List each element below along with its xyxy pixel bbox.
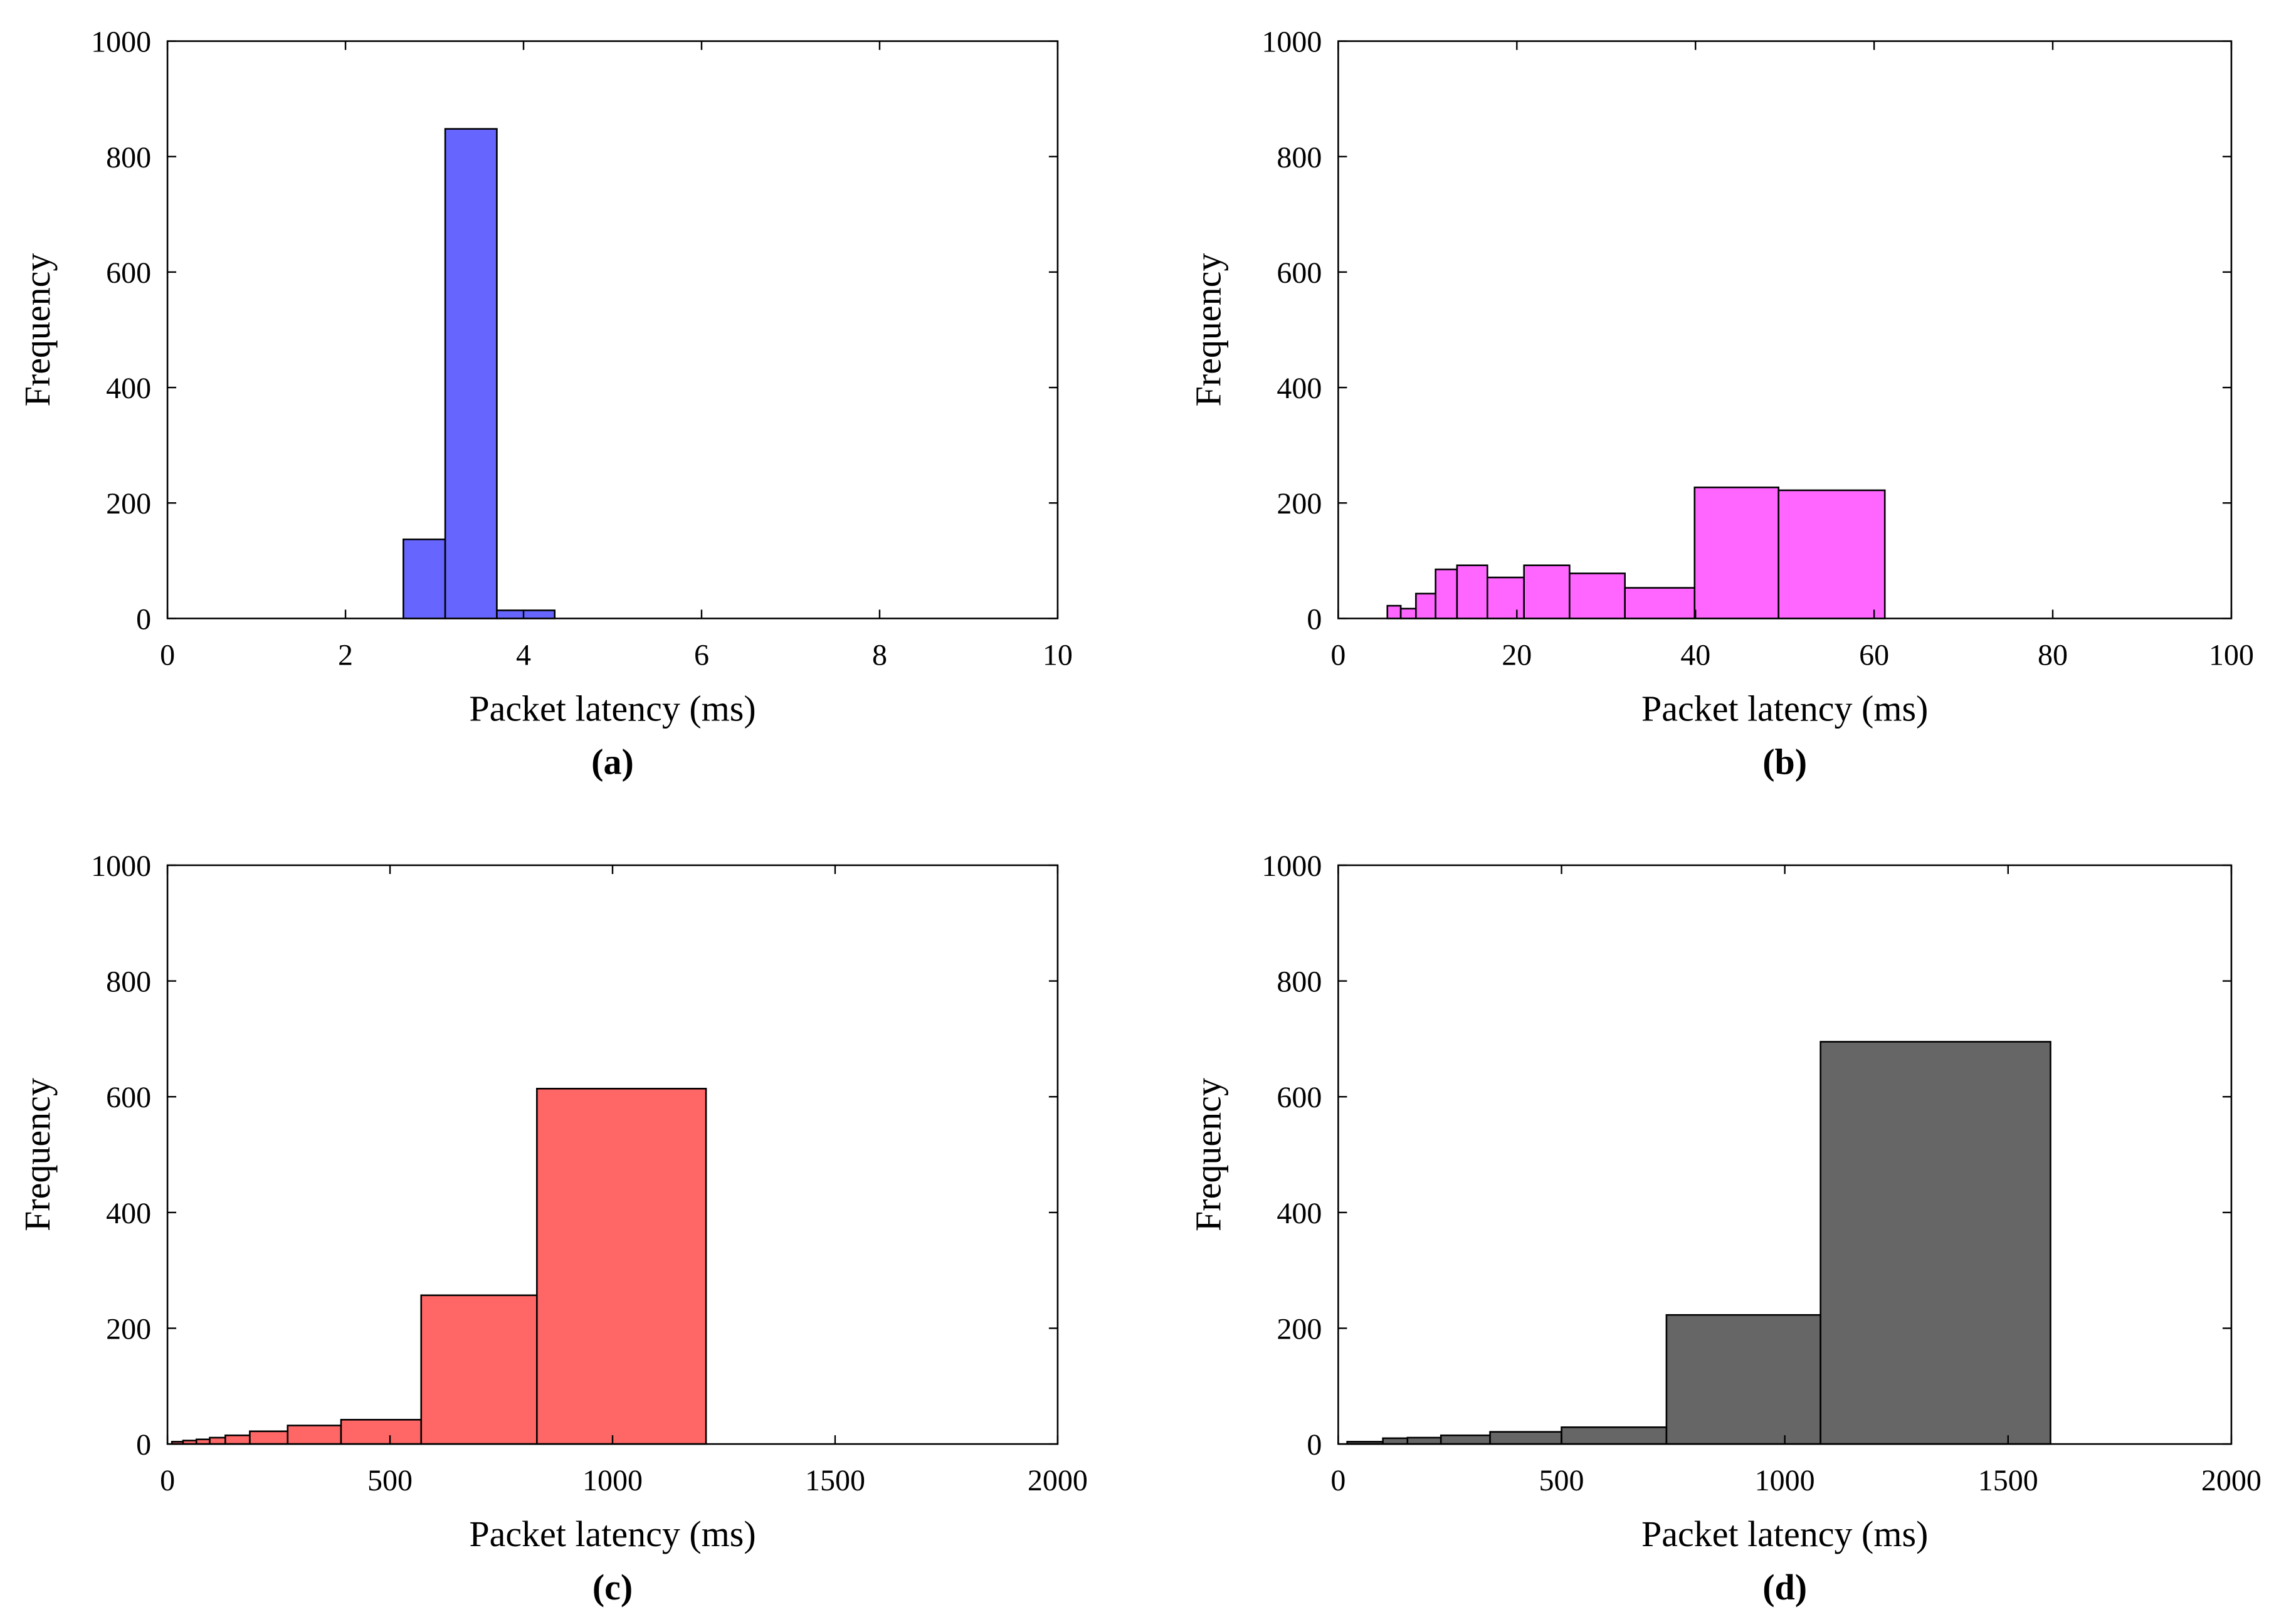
histogram-bar (1440, 1434, 1491, 1445)
x-tick-label: 100 (2209, 638, 2254, 672)
y-tick-label: 400 (1277, 1197, 1322, 1230)
x-tick-label: 0 (1330, 1464, 1345, 1497)
x-tick-label: 20 (1502, 638, 1532, 672)
y-tick-label: 800 (106, 966, 151, 999)
x-tick-label: 10 (1043, 638, 1073, 672)
histogram-bar (1819, 1041, 2051, 1445)
histogram-bar (1777, 489, 1886, 619)
x-axis-label: Packet latency (ms) (1641, 688, 1928, 729)
x-tick-label: 0 (160, 1464, 175, 1497)
x-tick-label: 6 (694, 638, 709, 672)
histogram-bar (1693, 487, 1779, 619)
histogram-bar (1523, 564, 1571, 619)
histogram-bar (224, 1434, 251, 1445)
plot-area (167, 41, 1058, 619)
x-tick-label: 60 (1859, 638, 1889, 672)
histogram-bar (1406, 1436, 1442, 1445)
panel-label: (b) (1762, 741, 1807, 782)
y-tick-label: 1000 (91, 850, 151, 883)
y-tick-label: 0 (136, 1428, 151, 1462)
y-tick-label: 0 (136, 603, 151, 636)
panel-label: (d) (1762, 1567, 1807, 1608)
x-tick-label: 8 (872, 638, 887, 672)
histogram-bar (340, 1419, 423, 1445)
panel-d: 0 500 1000 1500 2000 0 200 400 600 800 1000 Packet … (1187, 850, 2262, 1608)
x-tick-label: 40 (1680, 638, 1710, 672)
y-tick-label: 1000 (1261, 26, 1322, 59)
x-axis-label: Packet latency (ms) (469, 688, 756, 729)
panel-label: (c) (592, 1567, 633, 1608)
axes-frame (1337, 40, 2233, 619)
histogram-bar (1489, 1431, 1562, 1445)
panel-a: 0 2 4 6 8 10 0 200 400 600 800 1000 Packet latency (… (17, 26, 1073, 782)
y-tick-label: 800 (1277, 141, 1322, 174)
y-tick-label: 0 (1307, 1428, 1322, 1462)
histogram-bar (1399, 608, 1417, 619)
x-tick-label: 2000 (2201, 1464, 2262, 1497)
x-axis-label: Packet latency (ms) (1641, 1514, 1928, 1554)
histogram-bar (536, 1088, 707, 1445)
x-tick-label: 1500 (1978, 1464, 2038, 1497)
y-tick-label: 200 (1277, 487, 1322, 520)
histogram-bar (1624, 587, 1696, 619)
histogram-bar (1561, 1426, 1668, 1445)
x-tick-label: 0 (160, 638, 175, 672)
histogram-bar (444, 128, 498, 619)
x-axis-label: Packet latency (ms) (469, 1514, 756, 1554)
x-tick-label: 500 (1539, 1464, 1584, 1497)
y-axis-label: Frequency (17, 1078, 58, 1231)
y-tick-label: 400 (1277, 372, 1322, 405)
y-tick-label: 800 (1277, 966, 1322, 999)
y-tick-label: 1000 (1261, 850, 1322, 883)
y-tick-label: 600 (1277, 256, 1322, 290)
y-tick-label: 600 (106, 1081, 151, 1114)
histogram-bar (496, 609, 556, 619)
x-tick-label: 0 (1330, 638, 1345, 672)
histogram-bar (1456, 564, 1488, 619)
y-tick-label: 600 (106, 256, 151, 290)
panel-c: 0 500 1000 1500 2000 0 200 400 600 800 1000 Packet … (17, 850, 1088, 1608)
x-tick-label: 1000 (1755, 1464, 1815, 1497)
histogram-bar (403, 538, 446, 619)
x-tick-label: 500 (367, 1464, 413, 1497)
axes-frame (166, 40, 1059, 619)
y-tick-label: 600 (1277, 1081, 1322, 1114)
histogram-bar (249, 1430, 289, 1445)
y-axis-label: Frequency (1187, 253, 1228, 407)
panel-label: (a) (591, 741, 634, 782)
x-tick-label: 80 (2038, 638, 2068, 672)
histogram-bar (1386, 604, 1402, 619)
histogram-bar (1415, 593, 1436, 619)
x-tick-label: 2000 (1028, 1464, 1088, 1497)
histogram-bar (420, 1294, 538, 1445)
histogram-bar (1382, 1437, 1409, 1445)
y-tick-label: 200 (106, 1312, 151, 1346)
y-tick-label: 0 (1307, 603, 1322, 636)
y-tick-label: 800 (106, 141, 151, 174)
y-tick-label: 200 (1277, 1312, 1322, 1346)
histogram-bar (209, 1436, 226, 1445)
x-tick-label: 1000 (582, 1464, 643, 1497)
y-tick-label: 400 (106, 1197, 151, 1230)
y-axis-label: Frequency (17, 253, 58, 407)
x-tick-label: 1500 (805, 1464, 865, 1497)
histogram-bar (1487, 576, 1525, 619)
histogram-bar (287, 1425, 342, 1445)
y-tick-label: 200 (106, 487, 151, 520)
y-axis-label: Frequency (1187, 1078, 1228, 1231)
y-tick-label: 400 (106, 372, 151, 405)
y-tick-label: 1000 (91, 26, 151, 59)
x-tick-label: 4 (516, 638, 531, 672)
x-tick-label: 2 (338, 638, 353, 672)
histogram-bar (1435, 568, 1458, 619)
histogram-bar (1665, 1314, 1821, 1445)
histogram-bar (1569, 572, 1626, 619)
